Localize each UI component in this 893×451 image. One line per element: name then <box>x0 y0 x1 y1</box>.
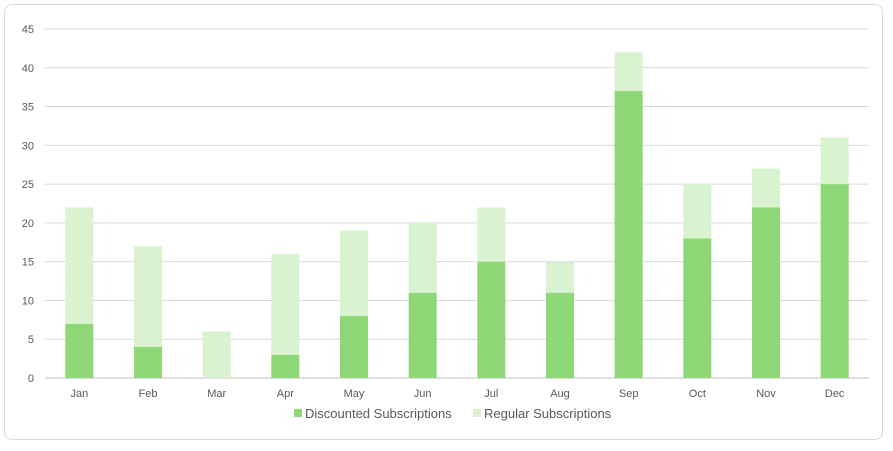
bars <box>65 52 849 379</box>
y-tick-label: 30 <box>22 140 34 152</box>
legend: Discounted Subscriptions Regular Subscrip… <box>294 406 612 421</box>
bar-regular-dec <box>820 137 849 185</box>
bar-discounted-dec <box>820 184 849 378</box>
y-tick-label: 35 <box>22 102 34 114</box>
bar-regular-nov <box>752 168 780 208</box>
bar-discounted-sep <box>614 91 643 379</box>
x-tick-label: Jul <box>484 388 498 400</box>
y-tick-label: 15 <box>22 257 34 269</box>
bar-discounted-jun <box>408 292 437 378</box>
y-tick-label: 5 <box>28 334 34 346</box>
x-tick-label: Oct <box>689 388 706 400</box>
y-tick-label: 0 <box>28 373 34 385</box>
bar-regular-mar <box>202 331 231 378</box>
bar-discounted-jan <box>65 323 94 378</box>
bar-discounted-may <box>340 315 368 378</box>
legend-label: Discounted Subscriptions <box>305 406 452 421</box>
x-tick-label: Mar <box>207 388 226 400</box>
y-tick-label: 20 <box>22 218 34 230</box>
y-axis-ticks: 0 5 10 15 20 25 30 35 40 45 <box>22 24 34 385</box>
bar-regular-jun <box>408 222 437 293</box>
y-tick-label: 40 <box>22 63 34 75</box>
bar-regular-jul <box>477 207 506 262</box>
gridlines <box>45 28 869 379</box>
bar-regular-jan <box>65 207 94 324</box>
y-tick-label: 45 <box>22 24 34 36</box>
bar-discounted-nov <box>752 207 780 378</box>
y-tick-label: 10 <box>22 295 34 307</box>
x-tick-label: May <box>344 388 365 400</box>
x-tick-label: Feb <box>139 388 158 400</box>
x-tick-label: Nov <box>756 388 776 400</box>
bar-discounted-jul <box>477 261 506 378</box>
bar-regular-sep <box>614 52 643 92</box>
x-tick-label: Dec <box>825 388 845 400</box>
legend-label: Regular Subscriptions <box>484 406 612 421</box>
x-tick-label: Sep <box>619 388 639 400</box>
bar-discounted-apr <box>271 354 300 378</box>
bar-discounted-oct <box>683 238 712 378</box>
x-tick-label: Aug <box>550 388 570 400</box>
y-tick-label: 25 <box>22 179 34 191</box>
x-tick-label: Jan <box>70 388 88 400</box>
bar-regular-apr <box>271 253 300 355</box>
legend-swatch <box>473 409 481 417</box>
bar-regular-may <box>340 230 368 316</box>
bar-regular-oct <box>683 184 712 239</box>
bar-discounted-aug <box>546 292 574 378</box>
bar-regular-feb <box>134 246 162 347</box>
x-tick-label: Apr <box>277 388 294 400</box>
bar-discounted-feb <box>134 346 162 378</box>
x-tick-label: Jun <box>414 388 432 400</box>
bar-regular-aug <box>546 261 574 293</box>
x-axis-ticks: Jan Feb Mar Apr May Jun Jul Aug Sep Oct Nov Dec <box>70 388 844 400</box>
legend-swatch <box>294 409 302 417</box>
